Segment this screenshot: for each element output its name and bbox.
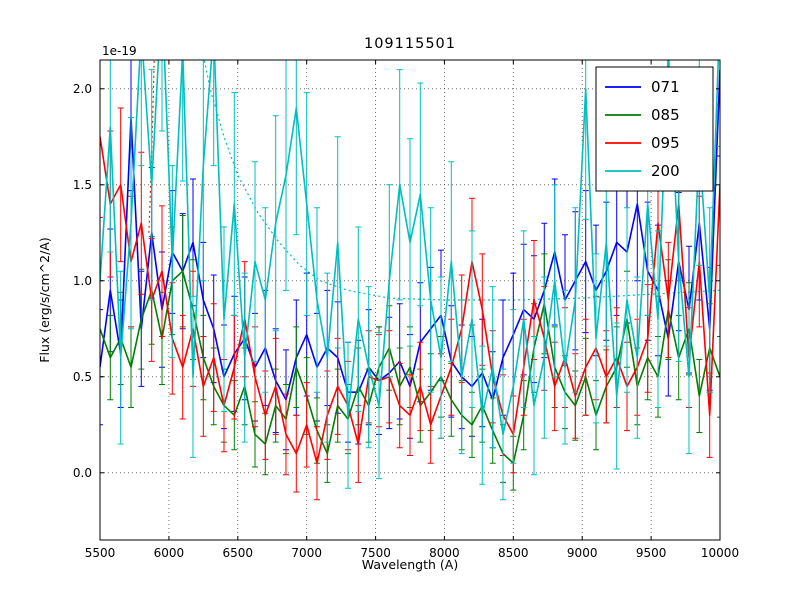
legend-label-071: 071	[651, 78, 680, 96]
y-tick-label: 2.0	[73, 82, 92, 96]
x-tick-label: 9500	[636, 546, 667, 560]
legend: 071 085 095 200	[595, 66, 714, 192]
legend-label-200: 200	[651, 162, 680, 180]
series-200	[100, 60, 720, 501]
y-tick-label: 0.5	[73, 370, 92, 384]
line-200	[100, 60, 720, 436]
x-tick-label: 5500	[85, 546, 116, 560]
tick-labels: 5500 6000 6500 7000 7500 8000 8500 9000 9500 1000…	[73, 82, 739, 560]
x-tick-label: 7500	[360, 546, 391, 560]
y-tick-label: 1.0	[73, 274, 92, 288]
y-offset-label: 1e-19	[102, 44, 137, 58]
legend-label-095: 095	[651, 134, 680, 152]
x-tick-label: 7000	[291, 546, 322, 560]
x-tick-label: 6000	[154, 546, 185, 560]
ticks	[99, 60, 721, 540]
y-axis-label: Flux (erg/s/cm^2/A)	[37, 237, 52, 363]
y-tick-label: 0.0	[73, 466, 92, 480]
plot-data	[100, 60, 720, 501]
x-tick-label: 10000	[701, 546, 739, 560]
y-tick-label: 1.5	[73, 178, 92, 192]
x-tick-label: 9000	[567, 546, 598, 560]
x-tick-label: 6500	[223, 546, 254, 560]
x-axis-label: Wavelength (A)	[361, 557, 459, 572]
x-tick-label: 8000	[429, 546, 460, 560]
axes-frame	[99, 59, 721, 541]
plot-title: 109115501	[363, 36, 457, 52]
x-tick-label: 8500	[498, 546, 529, 560]
legend-label-085: 085	[651, 106, 680, 124]
aux-dotted-line-0	[203, 60, 720, 301]
